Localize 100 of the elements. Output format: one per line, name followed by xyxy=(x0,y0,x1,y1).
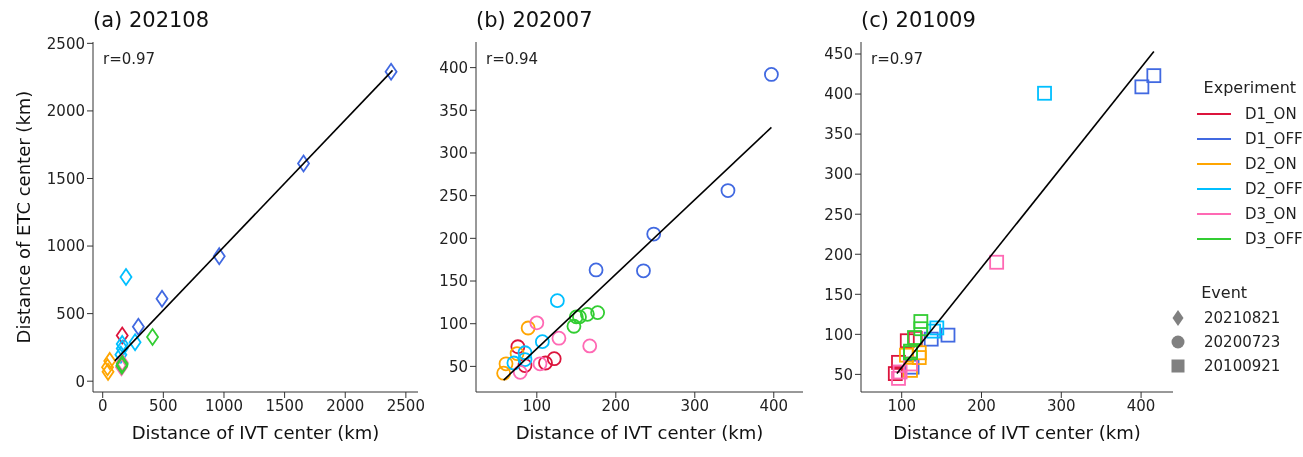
point xyxy=(506,355,522,371)
point xyxy=(646,226,662,242)
point xyxy=(529,315,545,331)
x-tick-label: 500 xyxy=(149,396,178,415)
x-tick-label: 100 xyxy=(522,396,552,415)
point xyxy=(532,356,548,372)
y-tick-label: 200 xyxy=(439,229,468,248)
point xyxy=(512,364,528,380)
y-tick-label: 400 xyxy=(439,58,468,77)
y-tick-label: 350 xyxy=(439,101,468,120)
point xyxy=(509,346,525,361)
legend-title: Event xyxy=(1200,283,1249,302)
y-tick-label: 250 xyxy=(824,205,853,224)
point xyxy=(899,347,914,363)
point xyxy=(568,309,584,325)
x-tick-label: 1500 xyxy=(265,396,304,415)
point xyxy=(534,334,550,350)
point xyxy=(119,268,133,286)
point xyxy=(913,314,929,329)
point xyxy=(212,247,226,266)
y-tick-label: 300 xyxy=(824,165,853,184)
x-tick-label: 200 xyxy=(967,396,996,415)
point xyxy=(131,317,145,336)
x-tick-label: 400 xyxy=(759,396,789,415)
point xyxy=(538,355,553,371)
chart-title: (a) 202108 xyxy=(92,8,211,32)
x-tick-label: 2000 xyxy=(326,396,365,415)
point xyxy=(115,339,129,358)
text: 20200723 xyxy=(1204,333,1281,351)
point xyxy=(549,293,565,309)
point xyxy=(989,254,1005,270)
point xyxy=(546,351,562,367)
point xyxy=(1146,68,1162,84)
y-tick-label: 1000 xyxy=(46,237,85,256)
x-tick-label: 2500 xyxy=(386,396,425,415)
point xyxy=(892,364,908,380)
x-tick-label: 300 xyxy=(680,396,710,415)
y-tick-label: 300 xyxy=(439,144,468,163)
legend-label: D3_ON xyxy=(1245,204,1297,223)
annotation: r=0.97 xyxy=(871,50,924,68)
point xyxy=(1134,79,1150,95)
point xyxy=(498,356,514,372)
y-tick-label: 250 xyxy=(439,186,468,205)
point xyxy=(887,366,903,381)
point xyxy=(114,345,128,364)
point xyxy=(566,318,582,334)
point xyxy=(588,262,604,278)
point xyxy=(517,352,533,367)
point xyxy=(764,67,779,82)
point xyxy=(572,309,587,325)
y-tick-label: 400 xyxy=(824,85,853,104)
x-tick-label: 0 xyxy=(97,396,108,415)
point xyxy=(517,358,533,373)
x-axis-title: Distance of IVT center (km) xyxy=(515,422,764,443)
point xyxy=(146,328,159,346)
point xyxy=(115,326,129,345)
legend-label: D3_OFF xyxy=(1245,229,1303,248)
y-tick-label: 50 xyxy=(448,357,468,376)
x-tick-label: 100 xyxy=(887,396,917,415)
x-tick-label: 1000 xyxy=(204,396,244,415)
point xyxy=(582,338,598,354)
chart-title: (b) 202007 xyxy=(475,8,594,32)
point xyxy=(551,330,567,346)
point xyxy=(510,339,526,355)
y-tick-label: 2000 xyxy=(46,102,85,121)
point xyxy=(940,327,956,343)
legend-label: D2_ON xyxy=(1245,154,1297,173)
point xyxy=(128,333,142,352)
point xyxy=(115,334,129,353)
legend-title: Experiment xyxy=(1202,78,1298,97)
point xyxy=(913,321,929,337)
point xyxy=(923,331,939,347)
text: 20100921 xyxy=(1204,357,1281,375)
point xyxy=(579,306,595,322)
annotation: r=0.94 xyxy=(486,50,539,68)
x-tick-label: 200 xyxy=(601,396,631,415)
point xyxy=(590,305,606,321)
point xyxy=(899,333,915,349)
legend-label: D2_OFF xyxy=(1245,179,1303,198)
y-tick-label: 150 xyxy=(439,272,468,291)
x-axis-title: Distance of IVT center (km) xyxy=(893,422,1141,443)
x-tick-label: 400 xyxy=(1126,396,1156,415)
y-tick-label: 100 xyxy=(824,325,853,344)
legend-label: D1_OFF xyxy=(1245,129,1303,148)
point xyxy=(496,365,512,381)
point xyxy=(520,320,536,336)
y-tick-label: 350 xyxy=(824,125,853,144)
point xyxy=(384,62,398,81)
point xyxy=(891,370,906,386)
point xyxy=(103,352,117,370)
y-tick-label: 500 xyxy=(56,304,85,323)
chart-title: (c) 201009 xyxy=(860,8,977,32)
x-tick-label: 300 xyxy=(1046,396,1076,415)
y-axis-title: Distance of ETC center (km) xyxy=(13,90,35,344)
x-axis-title: Distance of IVT center (km) xyxy=(131,422,380,443)
y-tick-label: 200 xyxy=(824,245,853,264)
text: 20210821 xyxy=(1204,309,1281,327)
y-tick-label: 50 xyxy=(833,365,853,384)
point xyxy=(101,362,115,381)
point xyxy=(636,263,651,279)
